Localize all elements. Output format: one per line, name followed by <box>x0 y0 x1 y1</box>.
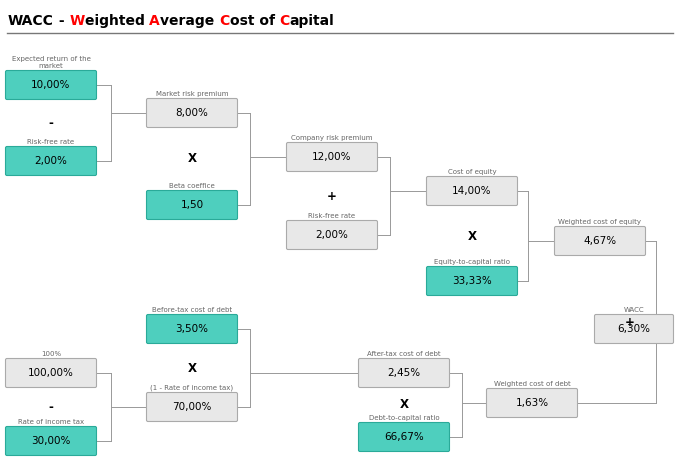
FancyBboxPatch shape <box>426 177 517 206</box>
FancyBboxPatch shape <box>286 220 377 249</box>
FancyBboxPatch shape <box>5 146 97 175</box>
Text: After-tax cost of debt: After-tax cost of debt <box>367 351 441 357</box>
FancyBboxPatch shape <box>594 314 673 343</box>
Text: 14,00%: 14,00% <box>452 186 492 196</box>
Text: -: - <box>54 14 69 28</box>
Text: eighted: eighted <box>84 14 150 28</box>
Text: verage: verage <box>160 14 219 28</box>
Text: W: W <box>69 14 84 28</box>
Text: Debt-to-capital ratio: Debt-to-capital ratio <box>369 415 439 421</box>
Text: C: C <box>219 14 230 28</box>
FancyBboxPatch shape <box>146 190 237 219</box>
Text: 12,00%: 12,00% <box>312 152 352 162</box>
Text: Before-tax cost of debt: Before-tax cost of debt <box>152 307 232 313</box>
FancyBboxPatch shape <box>358 359 449 388</box>
Text: +: + <box>625 315 635 329</box>
Text: 4,67%: 4,67% <box>583 236 617 246</box>
Text: X: X <box>188 152 197 165</box>
Text: 8,00%: 8,00% <box>175 108 209 118</box>
Text: 30,00%: 30,00% <box>31 436 71 446</box>
Text: Rate of income tax: Rate of income tax <box>18 419 84 425</box>
Text: (1 - Rate of income tax): (1 - Rate of income tax) <box>150 384 233 391</box>
Text: ost of: ost of <box>230 14 279 28</box>
Text: Cost of equity: Cost of equity <box>447 169 496 175</box>
FancyBboxPatch shape <box>286 142 377 171</box>
Text: 2,00%: 2,00% <box>35 156 67 166</box>
FancyBboxPatch shape <box>426 266 517 295</box>
Text: 6,30%: 6,30% <box>617 324 651 334</box>
Text: X: X <box>188 361 197 374</box>
Text: X: X <box>400 399 409 411</box>
Text: -: - <box>48 400 54 414</box>
Text: 100%: 100% <box>41 351 61 357</box>
Text: 100,00%: 100,00% <box>28 368 74 378</box>
Text: 1,63%: 1,63% <box>515 398 549 408</box>
Text: X: X <box>468 229 477 243</box>
Text: Company risk premium: Company risk premium <box>291 135 373 141</box>
Text: Beta coeffice: Beta coeffice <box>169 183 215 189</box>
Text: 33,33%: 33,33% <box>452 276 492 286</box>
Text: Risk-free rate: Risk-free rate <box>27 139 75 145</box>
Text: 2,00%: 2,00% <box>316 230 348 240</box>
Text: 3,50%: 3,50% <box>175 324 209 334</box>
Text: A: A <box>150 14 160 28</box>
FancyBboxPatch shape <box>5 427 97 456</box>
Text: market: market <box>39 63 63 69</box>
FancyBboxPatch shape <box>146 314 237 343</box>
FancyBboxPatch shape <box>358 422 449 452</box>
Text: Equity-to-capital ratio: Equity-to-capital ratio <box>434 259 510 265</box>
Text: Weighted cost of equity: Weighted cost of equity <box>558 219 641 225</box>
Text: +: + <box>327 190 337 202</box>
Text: 66,67%: 66,67% <box>384 432 424 442</box>
Text: Risk-free rate: Risk-free rate <box>309 213 356 219</box>
FancyBboxPatch shape <box>5 70 97 99</box>
Text: Market risk premium: Market risk premium <box>156 91 228 97</box>
Text: 1,50: 1,50 <box>180 200 203 210</box>
Text: 10,00%: 10,00% <box>31 80 71 90</box>
FancyBboxPatch shape <box>146 392 237 421</box>
FancyBboxPatch shape <box>554 227 645 256</box>
Text: Expected return of the: Expected return of the <box>12 57 90 63</box>
FancyBboxPatch shape <box>5 359 97 388</box>
FancyBboxPatch shape <box>486 389 577 418</box>
Text: apital: apital <box>290 14 335 28</box>
Text: Weighted cost of debt: Weighted cost of debt <box>494 381 571 387</box>
Text: C: C <box>279 14 290 28</box>
FancyBboxPatch shape <box>146 98 237 127</box>
Text: WACC: WACC <box>8 14 54 28</box>
Text: 70,00%: 70,00% <box>172 402 211 412</box>
Text: WACC: WACC <box>624 307 645 313</box>
Text: 2,45%: 2,45% <box>388 368 420 378</box>
Text: -: - <box>48 116 54 130</box>
